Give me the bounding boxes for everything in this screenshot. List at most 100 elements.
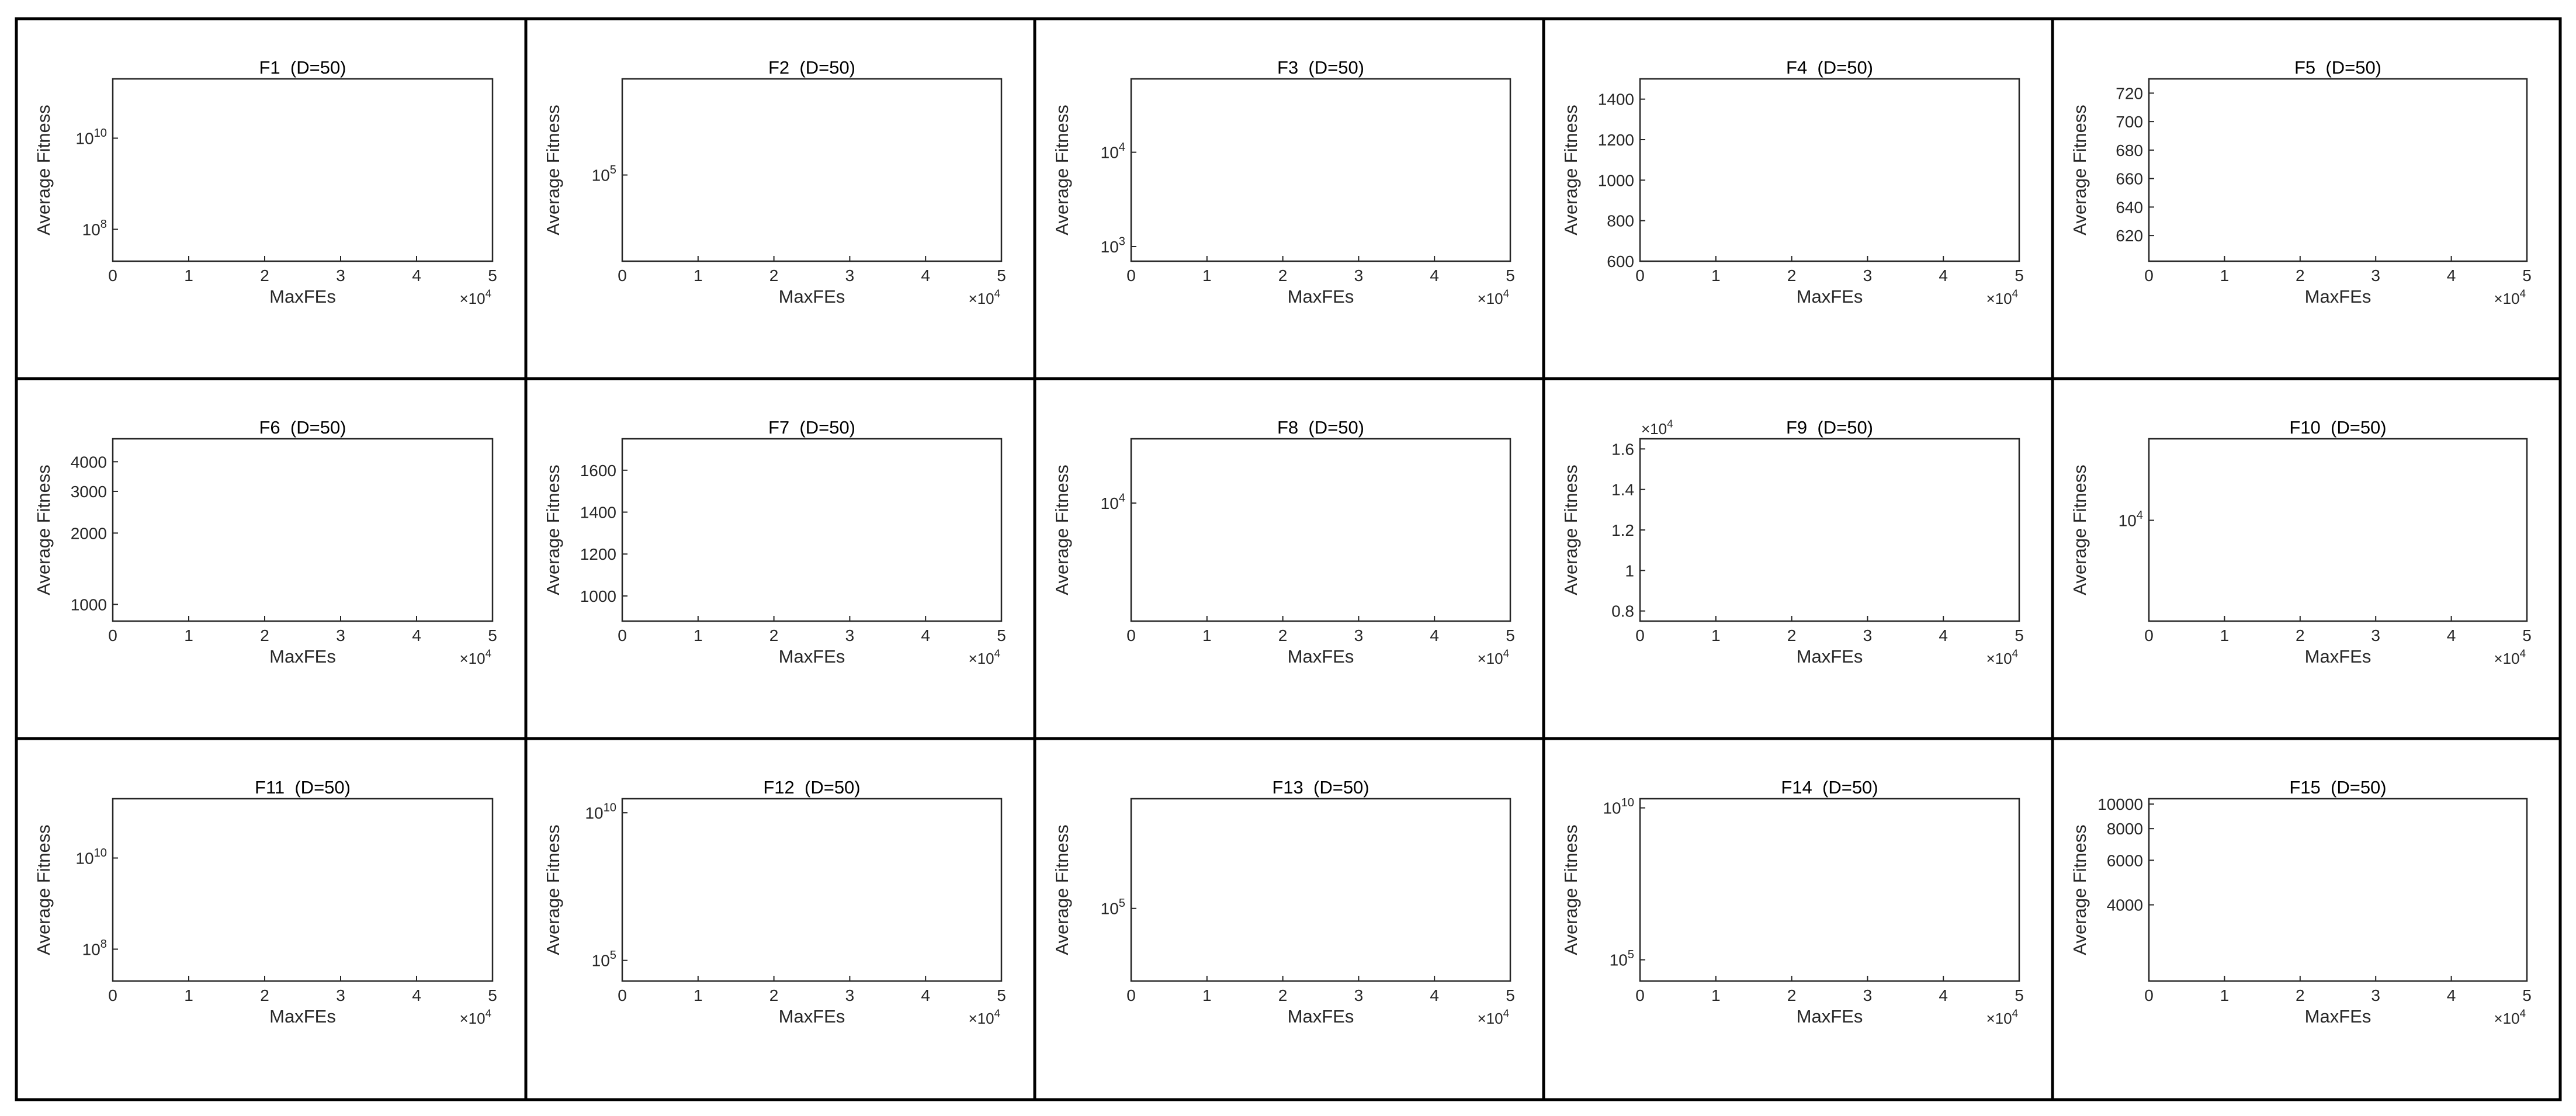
x-tick-label: 3 [1863, 986, 1873, 1004]
plot-frame [112, 798, 494, 982]
y-tick-label: 1200 [580, 545, 616, 563]
x-tick-label: 0 [1126, 626, 1136, 644]
y-tick-label: 660 [2116, 170, 2143, 188]
x-tick-label: 5 [2522, 986, 2532, 1004]
plot-frame [2148, 438, 2528, 622]
x-axis-label: MaxFEs [1797, 646, 1863, 667]
y-tick-label: 620 [2116, 227, 2143, 245]
chart-panel-2: 105 0 1 2 3 4 5 ×104 F2 (D=50) MaxFEs Average Fitn… [524, 17, 1036, 380]
x-tick-label: 0 [2144, 626, 2154, 644]
x-tick-label: 4 [921, 986, 930, 1004]
y-axis-label: Average Fitness [33, 105, 54, 235]
x-tick-label: 4 [2447, 626, 2456, 644]
x-tick-label: 3 [1863, 626, 1873, 644]
y-tick-label: 6000 [2107, 851, 2143, 869]
x-axis-label: MaxFEs [1288, 1006, 1354, 1027]
x-tick-label: 3 [845, 986, 855, 1004]
x-tick-label: 1 [2220, 986, 2230, 1004]
plot-frame [621, 78, 1003, 262]
y-tick-label: 104 [2119, 509, 2143, 530]
y-tick-label: 1400 [580, 504, 616, 522]
plot-frame [621, 438, 1003, 622]
x-tick-label: 3 [1863, 266, 1873, 285]
x-tick-label: 0 [1126, 266, 1136, 285]
x-tick-label: 0 [618, 626, 627, 644]
x-tick-label: 5 [2015, 626, 2024, 644]
y-tick-label: 1.6 [1611, 440, 1634, 458]
x-tick-label: 5 [2522, 266, 2532, 285]
x-tick-label: 2 [1787, 626, 1797, 644]
x-tick-label: 0 [108, 626, 117, 644]
y-axis-label: Average Fitness [1052, 824, 1072, 955]
x-axis-label: MaxFEs [1797, 1006, 1863, 1027]
x-axis-label: MaxFEs [779, 1006, 845, 1027]
y-axis-label: Average Fitness [1561, 465, 1581, 595]
x-tick-label: 3 [336, 986, 345, 1004]
y-tick-label: 640 [2116, 198, 2143, 216]
x-tick-label: 2 [2296, 266, 2305, 285]
x-tick-label: 2 [769, 986, 779, 1004]
x-tick-label: 2 [260, 266, 269, 285]
x-tick-label: 0 [2144, 986, 2154, 1004]
x-multiplier-label: ×104 [968, 1007, 1000, 1027]
x-multiplier-label: ×104 [459, 1007, 491, 1027]
chart-panel-8: 104 0 1 2 3 4 5 ×104 F8 (D=50) MaxFEs Average Fitn… [1033, 377, 1545, 740]
y-tick-label: 1000 [1598, 171, 1634, 189]
y-tick-label: 1600 [580, 462, 616, 480]
x-tick-label: 1 [184, 986, 193, 1004]
chart-panel-12: 105 1010 0 1 2 3 4 5 ×104 F12 (D=50) MaxFEs Average… [524, 737, 1036, 1101]
x-multiplier-label: ×104 [1986, 647, 2018, 667]
x-tick-label: 0 [1635, 986, 1645, 1004]
y-tick-label: 2000 [71, 524, 107, 542]
x-axis-label: MaxFEs [269, 286, 336, 307]
y-axis-label: Average Fitness [1052, 105, 1072, 235]
y-axis-label: Average Fitness [543, 465, 563, 595]
y-tick-label: 1010 [1603, 796, 1634, 817]
x-tick-label: 2 [1278, 266, 1288, 285]
x-tick-label: 1 [1711, 266, 1721, 285]
chart-panel-11: 108 1010 0 1 2 3 4 5 ×104 F11 (D=50) MaxFEs Average… [15, 737, 528, 1101]
x-tick-label: 1 [694, 626, 703, 644]
chart-title: F5 (D=50) [2294, 57, 2381, 78]
chart-title: F12 (D=50) [763, 777, 860, 798]
y-tick-label: 1010 [75, 127, 107, 148]
x-axis-label: MaxFEs [779, 646, 845, 667]
x-tick-label: 4 [412, 986, 421, 1004]
y-tick-label: 105 [592, 164, 616, 185]
x-multiplier-label: ×104 [1477, 647, 1509, 667]
plot-frame [1639, 798, 2020, 982]
chart-title: F2 (D=50) [768, 57, 855, 78]
x-tick-label: 0 [1635, 626, 1645, 644]
x-tick-label: 3 [1354, 266, 1364, 285]
chart-title: F8 (D=50) [1277, 417, 1364, 438]
chart-title: F7 (D=50) [768, 417, 855, 438]
x-tick-label: 5 [997, 266, 1006, 285]
x-tick-label: 3 [845, 626, 855, 644]
chart-panel-7: 1000 1200 1400 1600 0 1 2 3 4 5 ×104 F7 (D=50) MaxFE… [524, 377, 1036, 740]
x-tick-label: 2 [260, 986, 269, 1004]
chart-panel-6: 1000 2000 3000 4000 0 1 2 3 4 5 ×104 F6 (D=50) MaxFE… [15, 377, 528, 740]
x-multiplier-label: ×104 [1477, 287, 1509, 307]
y-tick-label: 4000 [2107, 896, 2143, 914]
y-tick-label: 10000 [2097, 795, 2143, 813]
y-axis-label: Average Fitness [543, 105, 563, 235]
y-axis-label: Average Fitness [33, 824, 54, 955]
chart-title: F9 (D=50) [1786, 417, 1873, 438]
x-axis-label: MaxFEs [1288, 286, 1354, 307]
x-tick-label: 2 [769, 626, 779, 644]
x-tick-label: 2 [1278, 626, 1288, 644]
x-multiplier-label: ×104 [1986, 1007, 2018, 1027]
x-axis-label: MaxFEs [269, 1006, 336, 1027]
x-tick-label: 1 [184, 266, 193, 285]
y-tick-label: 105 [1101, 897, 1125, 918]
plot-frame [1639, 438, 2020, 622]
x-tick-label: 4 [1430, 986, 1439, 1004]
x-tick-label: 0 [108, 266, 117, 285]
y-tick-label: 1010 [75, 847, 107, 868]
chart-title: F1 (D=50) [259, 57, 346, 78]
x-tick-label: 5 [1506, 986, 1515, 1004]
plot-frame [1130, 798, 1511, 982]
plot-frame [112, 78, 494, 262]
x-tick-label: 3 [336, 266, 345, 285]
